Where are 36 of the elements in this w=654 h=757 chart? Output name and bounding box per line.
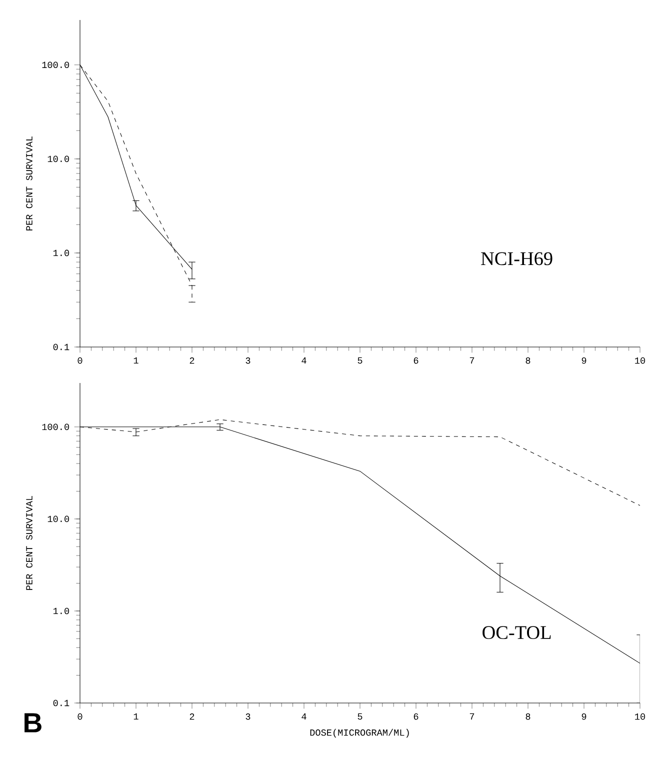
x-tick-label: 6: [414, 713, 418, 720]
y-tick-label: 10.0: [48, 516, 70, 522]
x-tick-label: 7: [470, 357, 474, 364]
x-tick-label: 3: [246, 713, 250, 720]
annotation: OC-TOL: [482, 626, 551, 640]
x-tick-label: 7: [470, 713, 474, 720]
y-axis-title: PER CENT SURVIVAL: [26, 136, 32, 230]
x-tick-label: 2: [190, 357, 194, 364]
x-tick-label: 10: [635, 713, 646, 720]
x-tick-label: 4: [302, 357, 306, 364]
y-axis-title: PER CENT SURVIVAL: [26, 496, 32, 590]
y-tick-label: 0.1: [53, 344, 70, 350]
x-tick-label: 0: [78, 713, 82, 720]
x-axis-title: DOSE(MICROGRAM/ML): [310, 728, 409, 738]
x-tick-label: 6: [414, 357, 418, 364]
x-tick-label: 5: [358, 713, 362, 720]
x-tick-label: 3: [246, 357, 250, 364]
y-tick-label: 10.0: [48, 156, 70, 162]
y-tick-label: 1.0: [53, 250, 70, 256]
annotation: NCI-H69: [481, 252, 552, 266]
y-tick-label: 0.1: [53, 700, 70, 706]
x-tick-label: 8: [526, 713, 530, 720]
text: B: [24, 713, 42, 732]
y-tick-label: 100.0: [42, 424, 70, 430]
x-tick-label: 5: [358, 357, 362, 364]
x-tick-label: 8: [526, 357, 530, 364]
y-tick-label: 1.0: [53, 608, 70, 614]
x-tick-label: 10: [635, 357, 646, 364]
x-tick-label: 0: [78, 357, 82, 364]
x-tick-label: 1: [134, 357, 138, 364]
x-tick-label: 4: [302, 713, 306, 720]
x-tick-label: 2: [190, 713, 194, 720]
x-tick-label: 9: [582, 357, 586, 364]
x-tick-label: 1: [134, 713, 138, 720]
y-tick-label: 100.0: [42, 62, 70, 68]
x-tick-label: 9: [582, 713, 586, 720]
